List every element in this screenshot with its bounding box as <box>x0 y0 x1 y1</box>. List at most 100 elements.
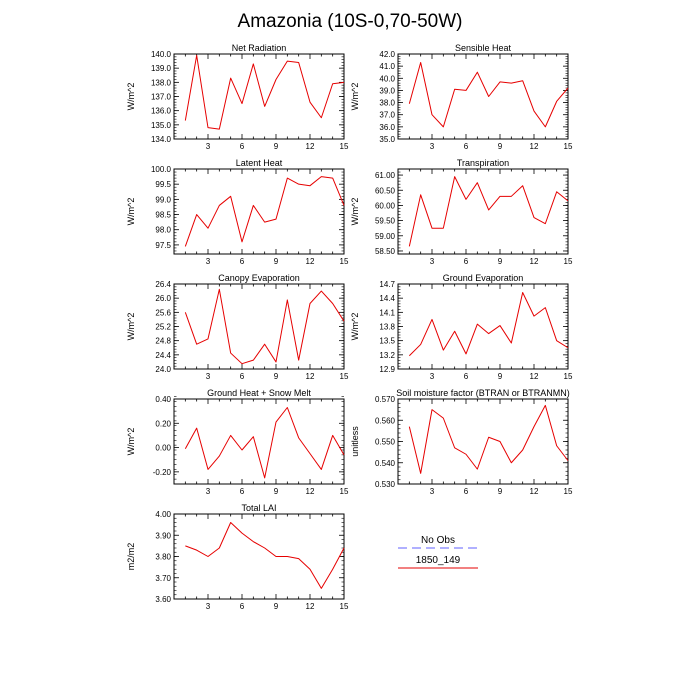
x-tick-label: 9 <box>274 487 279 496</box>
y-tick-label: 3.80 <box>155 553 171 562</box>
x-tick-label: 15 <box>564 142 573 151</box>
x-tick-label: 6 <box>240 142 245 151</box>
series-line <box>408 292 569 357</box>
y-tick-label: 61.00 <box>375 171 396 180</box>
y-tick-label: 13.8 <box>379 323 395 332</box>
y-tick-label: 134.0 <box>151 135 172 144</box>
y-tick-label: -0.20 <box>153 468 172 477</box>
x-tick-label: 6 <box>464 372 469 381</box>
y-tick-label: 59.00 <box>375 232 396 241</box>
y-tick-label: 98.0 <box>155 226 171 235</box>
y-tick-label: 0.00 <box>155 444 171 453</box>
y-tick-label: 39.0 <box>379 86 395 95</box>
x-tick-label: 15 <box>564 372 573 381</box>
y-tick-label: 24.0 <box>155 365 171 374</box>
x-tick-label: 12 <box>530 372 539 381</box>
x-tick-label: 12 <box>530 487 539 496</box>
panel-title: Canopy Evaporation <box>218 273 300 283</box>
y-axis-label: W/m^2 <box>350 313 360 341</box>
series-line <box>408 404 569 474</box>
panel-title: Transpiration <box>457 158 509 168</box>
x-tick-label: 6 <box>240 257 245 266</box>
panel-title: Latent Heat <box>236 158 283 168</box>
panel-6: Ground Evaporation W/m^2 3 6 9 12 15 12.9 13.2 13… <box>350 273 573 381</box>
plot-frame <box>173 513 345 600</box>
x-tick-label: 9 <box>274 142 279 151</box>
y-tick-label: 139.0 <box>151 64 172 73</box>
x-tick-label: 6 <box>464 142 469 151</box>
x-tick-label: 12 <box>306 487 315 496</box>
y-tick-label: 37.0 <box>379 111 395 120</box>
y-tick-label: 25.2 <box>155 323 171 332</box>
y-tick-label: 14.4 <box>379 294 395 303</box>
y-tick-label: 135.0 <box>151 121 172 130</box>
y-tick-label: 24.8 <box>155 337 171 346</box>
y-tick-label: 42.0 <box>379 50 395 59</box>
x-tick-label: 12 <box>530 257 539 266</box>
y-tick-label: 13.5 <box>379 337 395 346</box>
panel-1: Net Radiation W/m^2 3 6 9 12 15 134.0 135.0 136.0… <box>126 43 349 151</box>
y-axis-label: W/m^2 <box>350 198 360 226</box>
x-tick-label: 9 <box>498 257 503 266</box>
x-tick-label: 3 <box>430 142 435 151</box>
panel-9: Total LAI m2/m2 3 6 9 12 15 3.60 3.70 3.80 3.90 4.0… <box>126 503 349 611</box>
y-tick-label: 100.0 <box>151 165 172 174</box>
x-tick-label: 9 <box>274 257 279 266</box>
y-tick-label: 14.1 <box>379 308 395 317</box>
y-tick-label: 136.0 <box>151 107 172 116</box>
panel-title: Net Radiation <box>232 43 287 53</box>
x-tick-label: 12 <box>306 602 315 611</box>
x-tick-label: 15 <box>564 487 573 496</box>
x-tick-label: 6 <box>240 372 245 381</box>
panel-7: Ground Heat + Snow Melt W/m^2 3 6 9 12 15 -0.20… <box>126 388 349 496</box>
y-tick-label: 0.570 <box>375 395 396 404</box>
y-tick-label: 36.0 <box>379 123 395 132</box>
plot-frame <box>397 283 569 370</box>
series-line <box>184 288 345 365</box>
x-tick-label: 12 <box>306 142 315 151</box>
y-tick-label: 26.4 <box>155 280 171 289</box>
y-tick-label: 138.0 <box>151 78 172 87</box>
y-tick-label: 12.9 <box>379 365 395 374</box>
y-tick-label: 4.00 <box>155 510 171 519</box>
plot-frame <box>397 398 569 485</box>
x-tick-label: 3 <box>206 257 211 266</box>
x-tick-label: 12 <box>306 257 315 266</box>
x-tick-label: 15 <box>340 487 349 496</box>
panel-title: Soil moisture factor (BTRAN or BTRANMN) <box>396 388 570 398</box>
plot-frame <box>173 283 345 370</box>
x-tick-label: 3 <box>430 372 435 381</box>
y-tick-label: 26.0 <box>155 294 171 303</box>
plot-frame <box>173 398 345 485</box>
x-tick-label: 3 <box>430 487 435 496</box>
y-tick-label: 24.4 <box>155 351 171 360</box>
y-tick-label: 137.0 <box>151 93 172 102</box>
x-tick-label: 12 <box>306 372 315 381</box>
y-axis-label: m2/m2 <box>126 543 136 571</box>
y-tick-label: 13.2 <box>379 351 395 360</box>
series-line <box>408 62 569 128</box>
x-tick-label: 15 <box>340 602 349 611</box>
y-tick-label: 98.5 <box>155 211 171 220</box>
legend-obs-label: No Obs <box>421 535 455 546</box>
panel-4: Transpiration W/m^2 3 6 9 12 15 58.50 59.00 59.50… <box>350 158 573 266</box>
y-tick-label: 58.50 <box>375 247 396 256</box>
x-tick-label: 6 <box>464 487 469 496</box>
legend: No Obs 1850_149 <box>398 535 478 569</box>
y-tick-label: 14.7 <box>379 280 395 289</box>
y-axis-label: unitless <box>350 426 360 457</box>
plot-frame <box>173 53 345 140</box>
x-tick-label: 15 <box>340 257 349 266</box>
series-line <box>408 176 569 247</box>
y-tick-label: 3.90 <box>155 531 171 540</box>
panel-5: Canopy Evaporation W/m^2 3 6 9 12 15 24.0 24.4 24… <box>126 273 349 381</box>
y-tick-label: 140.0 <box>151 50 172 59</box>
x-tick-label: 3 <box>206 602 211 611</box>
y-tick-label: 41.0 <box>379 62 395 71</box>
y-axis-label: W/m^2 <box>350 83 360 111</box>
x-tick-label: 6 <box>240 487 245 496</box>
x-tick-label: 6 <box>464 257 469 266</box>
panel-8: Soil moisture factor (BTRAN or BTRANMN) u… <box>350 388 573 496</box>
x-tick-label: 15 <box>564 257 573 266</box>
